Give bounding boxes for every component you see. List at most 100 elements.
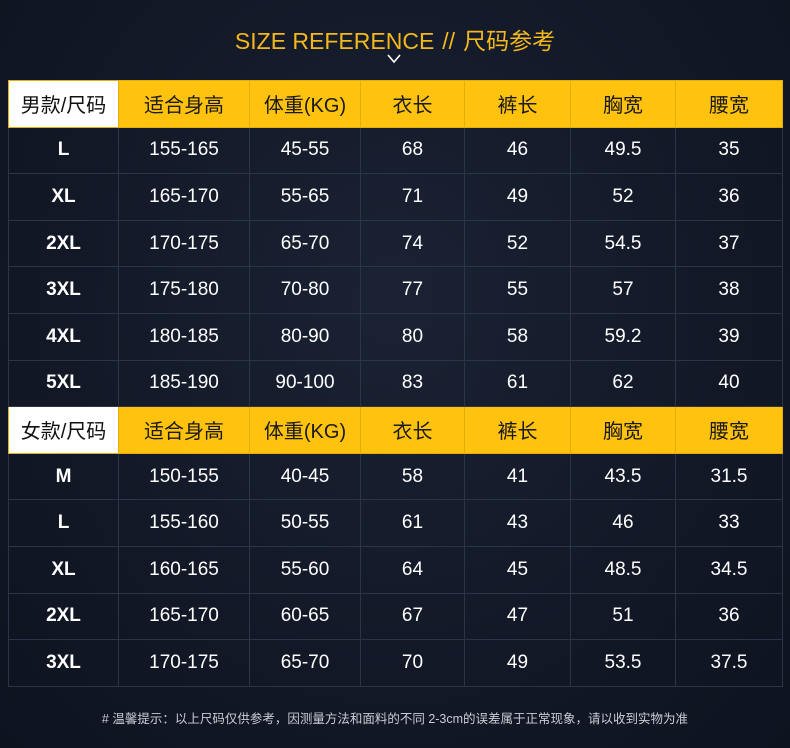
table-cell: 49.5 (570, 126, 676, 175)
footer-note: # 温馨提示：以上尺码仅供参考，因测量方法和面料的不同 2-3cm的误差属于正常… (101, 712, 689, 726)
table-cell: 185-190 (118, 359, 250, 408)
table-cell: 68 (360, 126, 465, 175)
table-row: 5XL 185-190 90-100 83 61 62 40 (8, 359, 783, 408)
table-cell: 48.5 (570, 545, 676, 594)
title-separator: // (442, 28, 456, 54)
table-cell: 150-155 (118, 452, 250, 501)
table-cell: 180-185 (118, 312, 250, 361)
size-label-cell: XL (8, 173, 119, 221)
table-cell: 55 (464, 266, 571, 314)
table-cell: 65-70 (249, 639, 361, 687)
size-table: 男款/尺码 适合身高 体重(KG) 衣长 裤长 胸宽 腰宽 L 155-165 45-55 68 46… (8, 80, 783, 687)
women-header-row: 女款/尺码 适合身高 体重(KG) 衣长 裤长 胸宽 腰宽 (8, 406, 783, 454)
table-cell: 36 (675, 592, 783, 641)
table-row: 3XL 175-180 70-80 77 55 57 38 (8, 266, 783, 314)
table-cell: 155-165 (118, 126, 250, 175)
column-header: 适合身高 (118, 80, 250, 128)
size-label-cell: 5XL (8, 359, 119, 408)
column-header: 胸宽 (570, 406, 676, 454)
table-cell: 71 (360, 173, 465, 221)
table-cell: 47 (464, 592, 571, 641)
size-label-cell: XL (8, 545, 119, 594)
table-row: L 155-165 45-55 68 46 49.5 35 (8, 126, 783, 175)
table-cell: 58 (360, 452, 465, 501)
size-label-cell: 2XL (8, 219, 119, 268)
table-row: M 150-155 40-45 58 41 43.5 31.5 (8, 452, 783, 501)
table-cell: 35 (675, 126, 783, 175)
title-cn: 尺码参考 (463, 28, 556, 54)
table-row: XL 160-165 55-60 64 45 48.5 34.5 (8, 545, 783, 594)
column-header: 腰宽 (675, 406, 783, 454)
table-cell: 45 (464, 545, 571, 594)
table-cell: 155-160 (118, 499, 250, 547)
table-row: 2XL 165-170 60-65 67 47 51 36 (8, 592, 783, 641)
table-cell: 64 (360, 545, 465, 594)
table-cell: 49 (464, 173, 571, 221)
table-cell: 49 (464, 639, 571, 687)
size-label-cell: L (8, 499, 119, 547)
column-header: 衣长 (360, 80, 465, 128)
column-header: 腰宽 (675, 80, 783, 128)
table-cell: 70-80 (249, 266, 361, 314)
table-cell: 31.5 (675, 452, 783, 501)
table-cell: 38 (675, 266, 783, 314)
table-cell: 53.5 (570, 639, 676, 687)
size-label-cell: L (8, 126, 119, 175)
table-cell: 80 (360, 312, 465, 361)
table-cell: 70 (360, 639, 465, 687)
women-size-header: 女款/尺码 (8, 406, 119, 454)
table-cell: 67 (360, 592, 465, 641)
column-header: 适合身高 (118, 406, 250, 454)
table-cell: 55-65 (249, 173, 361, 221)
table-row: 2XL 170-175 65-70 74 52 54.5 37 (8, 219, 783, 268)
table-row: 3XL 170-175 65-70 70 49 53.5 37.5 (8, 639, 783, 687)
table-cell: 54.5 (570, 219, 676, 268)
page-title: SIZE REFERENCE // 尺码参考 (0, 22, 790, 56)
table-cell: 55-60 (249, 545, 361, 594)
table-cell: 36 (675, 173, 783, 221)
men-header-row: 男款/尺码 适合身高 体重(KG) 衣长 裤长 胸宽 腰宽 (8, 80, 783, 128)
table-cell: 160-165 (118, 545, 250, 594)
table-cell: 59.2 (570, 312, 676, 361)
table-cell: 165-170 (118, 173, 250, 221)
table-cell: 60-65 (249, 592, 361, 641)
table-cell: 65-70 (249, 219, 361, 268)
table-cell: 57 (570, 266, 676, 314)
table-cell: 52 (570, 173, 676, 221)
table-cell: 45-55 (249, 126, 361, 175)
table-cell: 61 (464, 359, 571, 408)
table-cell: 58 (464, 312, 571, 361)
column-header: 裤长 (464, 80, 571, 128)
table-cell: 37 (675, 219, 783, 268)
table-cell: 43 (464, 499, 571, 547)
size-label-cell: 3XL (8, 266, 119, 314)
table-cell: 165-170 (118, 592, 250, 641)
table-cell: 170-175 (118, 639, 250, 687)
size-label-cell: 2XL (8, 592, 119, 641)
table-row: L 155-160 50-55 61 43 46 33 (8, 499, 783, 547)
men-size-header: 男款/尺码 (8, 80, 119, 128)
column-header: 裤长 (464, 406, 571, 454)
table-cell: 33 (675, 499, 783, 547)
column-header: 衣长 (360, 406, 465, 454)
table-row: XL 165-170 55-65 71 49 52 36 (8, 173, 783, 221)
table-cell: 40-45 (249, 452, 361, 501)
table-cell: 51 (570, 592, 676, 641)
title-en: SIZE REFERENCE (234, 28, 435, 54)
table-cell: 46 (464, 126, 571, 175)
column-header: 胸宽 (570, 80, 676, 128)
table-cell: 34.5 (675, 545, 783, 594)
table-cell: 43.5 (570, 452, 676, 501)
table-cell: 50-55 (249, 499, 361, 547)
size-label-cell: 4XL (8, 312, 119, 361)
table-cell: 37.5 (675, 639, 783, 687)
table-cell: 40 (675, 359, 783, 408)
table-cell: 62 (570, 359, 676, 408)
size-label-cell: M (8, 452, 119, 501)
table-cell: 39 (675, 312, 783, 361)
table-cell: 46 (570, 499, 676, 547)
table-cell: 175-180 (118, 266, 250, 314)
table-row: 4XL 180-185 80-90 80 58 59.2 39 (8, 312, 783, 361)
column-header: 体重(KG) (249, 80, 361, 128)
table-cell: 52 (464, 219, 571, 268)
